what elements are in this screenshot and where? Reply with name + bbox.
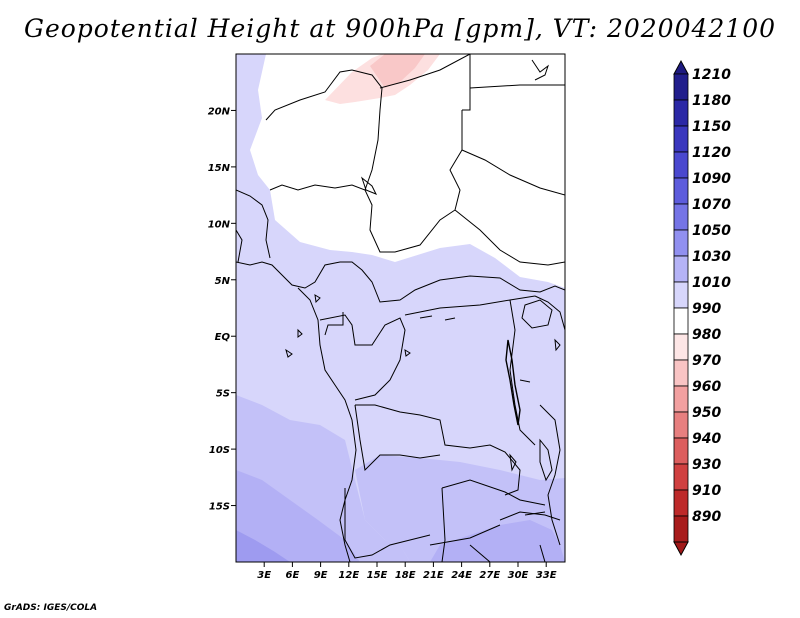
- height-field: [236, 54, 565, 562]
- colorbar: 1210 1180 1150 1120 1090 1070 1050 1030 1010 990 9…: [673, 59, 731, 557]
- colorbar-swatch: [673, 151, 689, 179]
- colorbar-label: 980: [692, 327, 721, 343]
- colorbar-label: 1070: [692, 197, 731, 213]
- colorbar-swatch: [673, 125, 689, 153]
- colorbar-label: 930: [692, 457, 721, 473]
- colorbar-label: 960: [692, 379, 721, 395]
- grads-credit: GrADS: IGES/COLA: [4, 603, 98, 613]
- lon-tick-label: 30E: [508, 570, 529, 581]
- lon-tick-label: 6E: [286, 570, 300, 581]
- colorbar-label: 1210: [692, 67, 731, 83]
- longitude-axis: 3E 6E 9E 12E 15E 18E 21E 24E 27E 30E 33E: [257, 562, 557, 581]
- field-region-1050: [236, 470, 360, 562]
- colorbar-swatch: [673, 229, 689, 257]
- lon-tick-label: 33E: [536, 570, 557, 581]
- colorbar-label: 950: [692, 405, 721, 421]
- lat-tick-label: EQ: [215, 332, 231, 343]
- colorbar-swatch: [673, 73, 689, 101]
- lon-tick-label: 24E: [451, 570, 472, 581]
- colorbar-swatch: [673, 489, 689, 517]
- colorbar-label: 1090: [692, 171, 731, 187]
- lon-tick-label: 3E: [257, 570, 271, 581]
- colorbar-label: 1120: [692, 145, 731, 161]
- colorbar-label: 910: [692, 483, 721, 499]
- lat-tick-label: 5N: [215, 276, 231, 287]
- colorbar-swatch: [673, 385, 689, 413]
- colorbar-label: 1030: [692, 249, 731, 265]
- colorbar-swatch: [673, 333, 689, 361]
- colorbar-swatch: [673, 307, 689, 335]
- colorbar-swatch: [673, 255, 689, 283]
- lon-tick-label: 27E: [479, 570, 500, 581]
- colorbar-swatch: [673, 203, 689, 231]
- colorbar-swatch: [673, 281, 689, 309]
- country-borders: [236, 54, 565, 562]
- colorbar-top-arrow: [673, 59, 689, 75]
- lon-tick-label: 21E: [423, 570, 444, 581]
- colorbar-label: 890: [692, 509, 721, 525]
- colorbar-swatch: [673, 411, 689, 439]
- colorbar-label: 1150: [692, 119, 731, 135]
- colorbar-bottom-arrow: [673, 541, 689, 557]
- field-region-990: [250, 54, 565, 288]
- colorbar-label: 1180: [692, 93, 731, 109]
- colorbar-swatch: [673, 515, 689, 543]
- colorbar-label: 970: [692, 353, 721, 369]
- colorbar-label: 1050: [692, 223, 731, 239]
- plot-frame: [235, 53, 566, 563]
- colorbar-swatch: [673, 359, 689, 387]
- lon-tick-label: 18E: [395, 570, 416, 581]
- colorbar-swatch: [673, 99, 689, 127]
- colorbar-swatch: [673, 177, 689, 205]
- colorbar-label: 1010: [692, 275, 731, 291]
- lat-tick-label: 15S: [209, 502, 230, 513]
- field-region-970: [370, 54, 425, 88]
- lon-tick-label: 9E: [314, 570, 328, 581]
- latitude-axis: 20N 15N 10N 5N EQ 5S 10S 15S: [208, 106, 236, 513]
- lat-tick-label: 10S: [209, 445, 230, 456]
- lon-tick-label: 15E: [367, 570, 388, 581]
- colorbar-swatch: [673, 437, 689, 465]
- colorbar-swatch: [673, 463, 689, 491]
- field-region-1070: [236, 530, 290, 562]
- map-title: Geopotential Height at 900hPa [gpm], VT:…: [23, 14, 777, 43]
- lon-tick-label: 12E: [338, 570, 359, 581]
- colorbar-label: 940: [692, 431, 721, 447]
- lat-tick-label: 15N: [208, 163, 231, 174]
- lat-tick-label: 5S: [216, 389, 230, 400]
- lat-tick-label: 10N: [208, 219, 231, 230]
- field-region-1050-east: [430, 520, 565, 562]
- lat-tick-label: 20N: [208, 106, 231, 117]
- colorbar-label: 990: [692, 301, 721, 317]
